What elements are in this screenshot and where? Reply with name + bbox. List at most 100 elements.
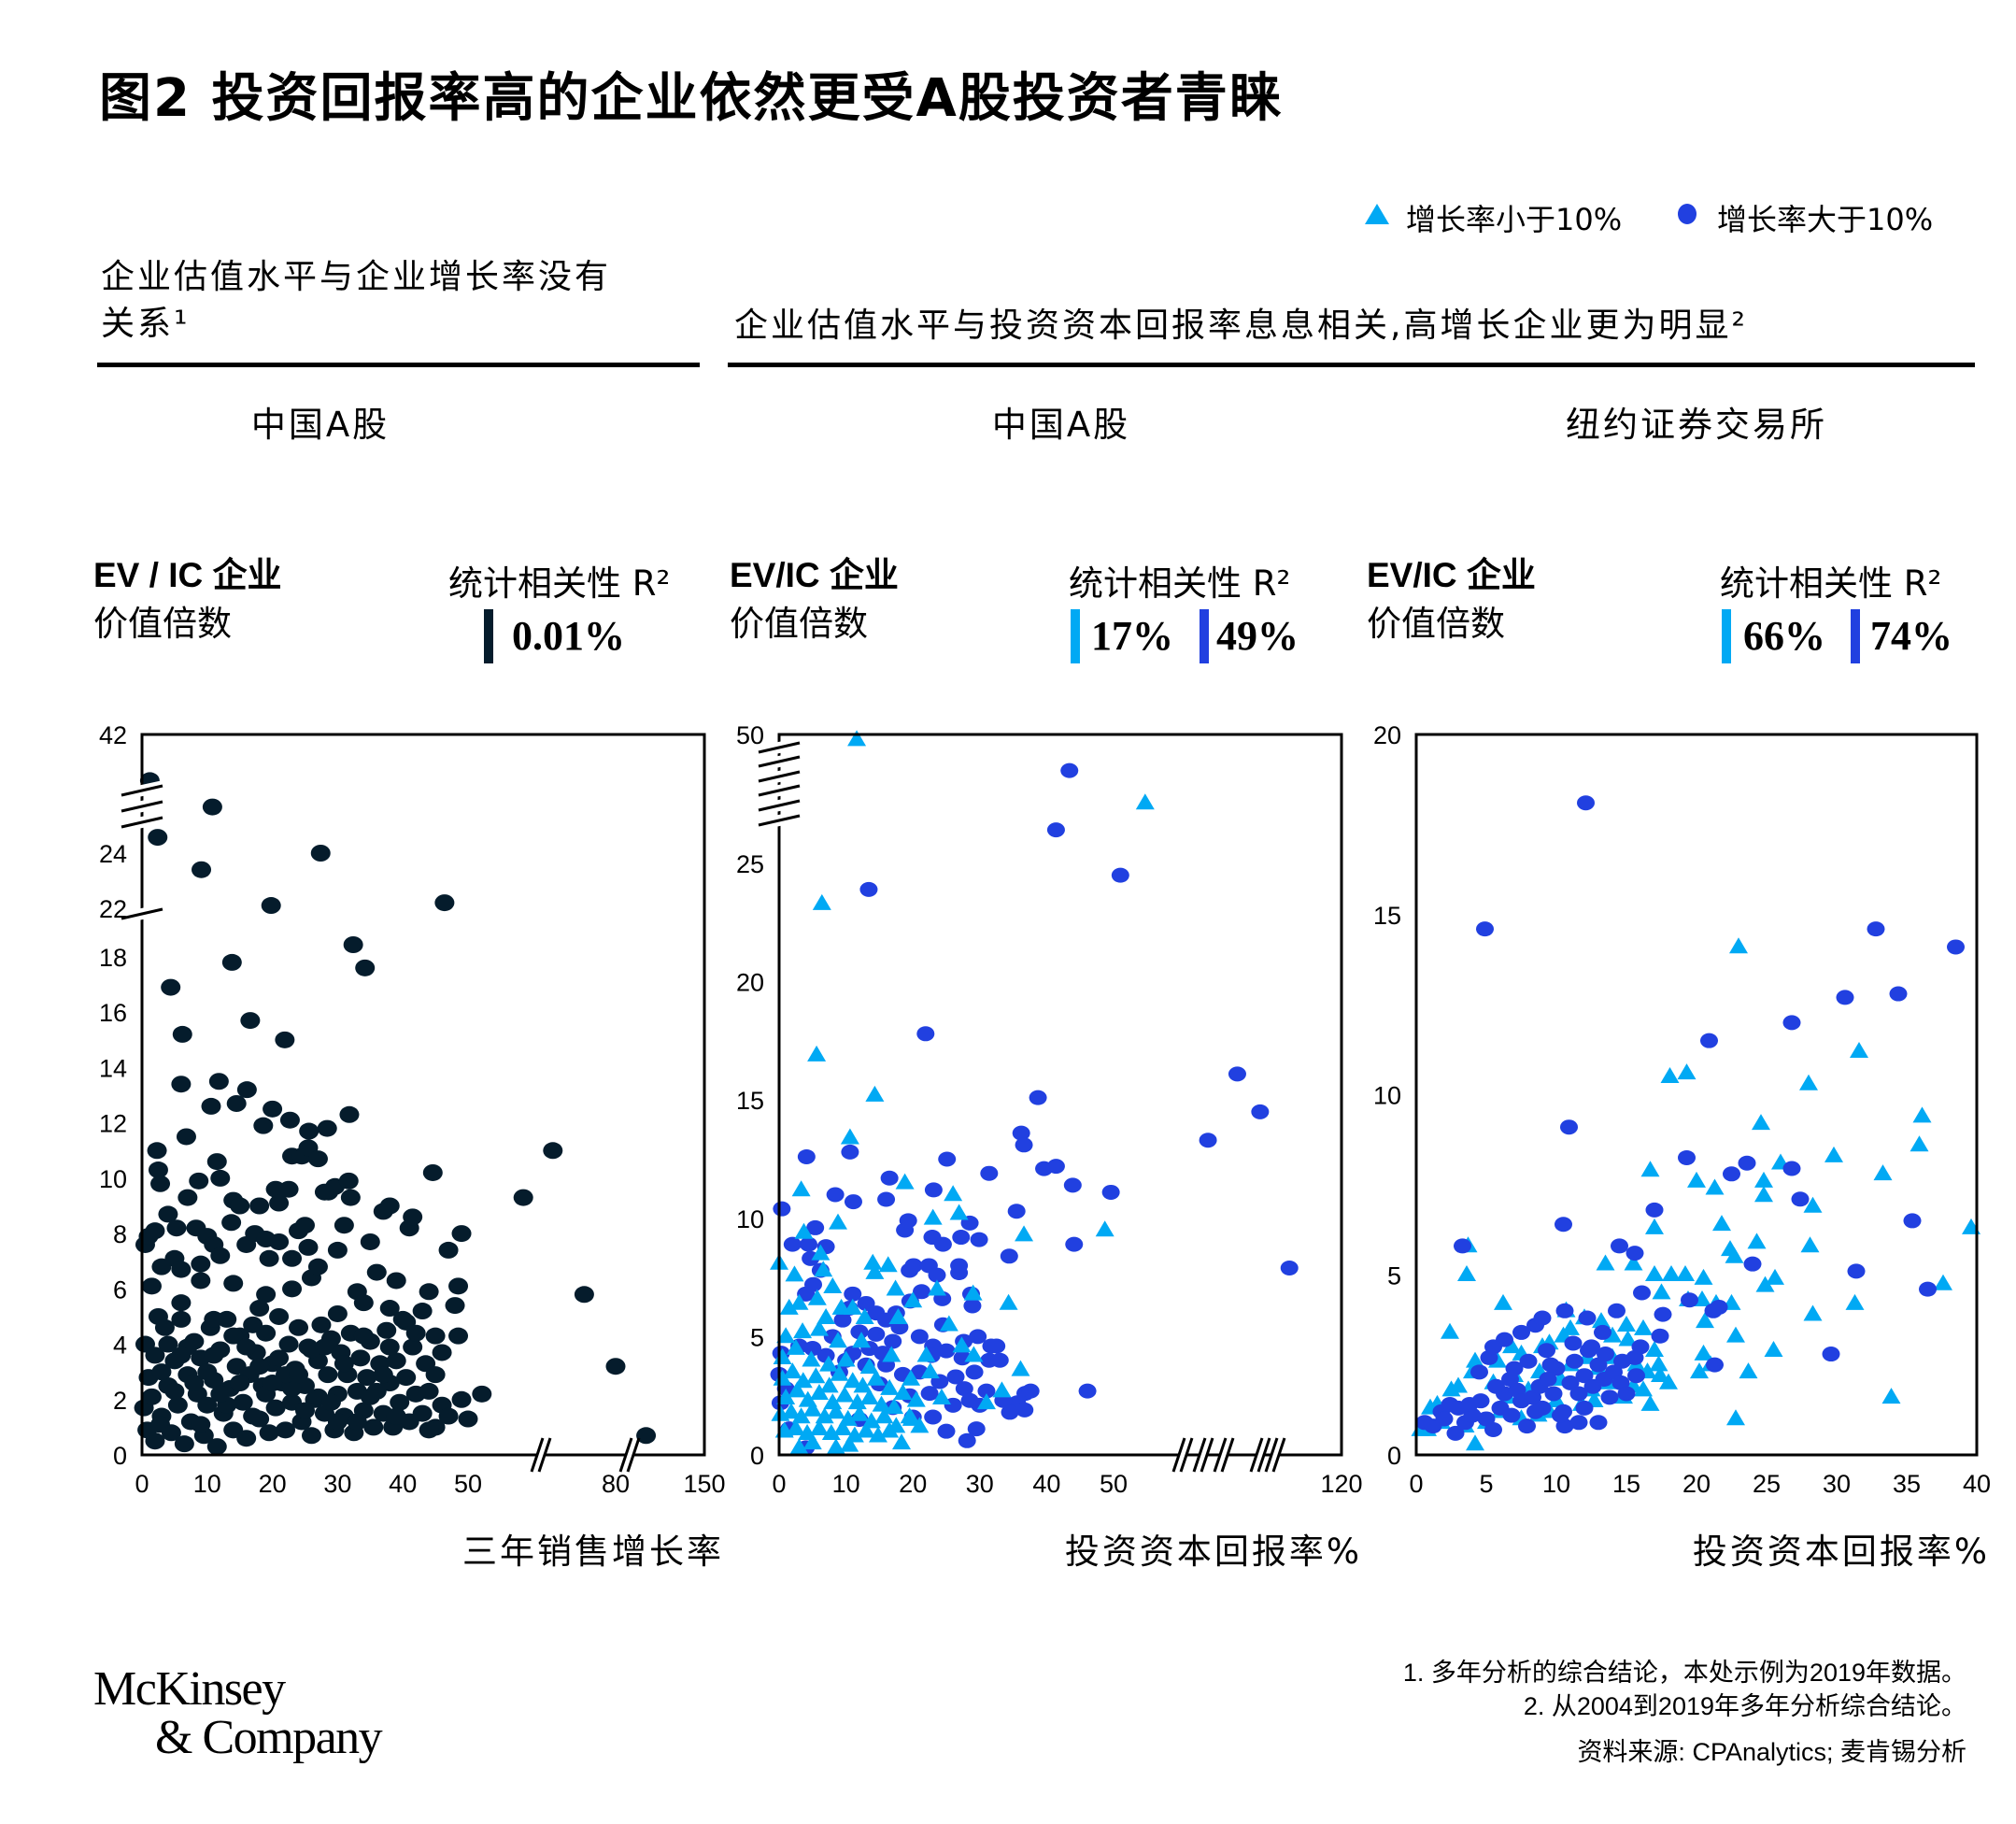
axis-break-gap	[625, 1451, 634, 1459]
data-point	[980, 1165, 999, 1181]
data-point	[158, 1335, 178, 1353]
data-point	[334, 1217, 354, 1234]
data-point	[1836, 990, 1854, 1005]
data-point	[184, 1375, 205, 1392]
panel3-market: 纽约证券交易所	[1566, 405, 1827, 445]
data-point	[1457, 1265, 1476, 1282]
data-point	[1095, 1220, 1114, 1237]
footnote-1: 1. 多年分析的综合结论，本处示例为2019年数据。	[1402, 1659, 1966, 1687]
x-tick-label: 40	[1032, 1470, 1060, 1498]
data-point	[1640, 1394, 1660, 1411]
axis-break-mark	[618, 1437, 633, 1473]
data-point	[1782, 1015, 1801, 1031]
data-point	[318, 1366, 338, 1384]
data-point	[1494, 1293, 1512, 1310]
data-point	[513, 1189, 533, 1206]
data-point	[807, 1045, 827, 1062]
x-tick-label: 30	[966, 1470, 994, 1498]
data-point	[412, 1404, 433, 1422]
y-tick-label: 10	[99, 1165, 127, 1193]
data-point	[197, 1396, 218, 1414]
data-point	[204, 1347, 224, 1364]
x-tick-label: 10	[1542, 1470, 1570, 1498]
x-tick-label: 25	[1753, 1470, 1781, 1498]
data-point	[1596, 1254, 1615, 1271]
data-point	[269, 1349, 290, 1367]
y-tick-label: 20	[1373, 721, 1401, 749]
data-point	[1015, 1225, 1034, 1242]
y-tick-label: 20	[736, 969, 764, 997]
data-point	[999, 1293, 1018, 1310]
data-point	[1705, 1178, 1725, 1195]
data-point	[821, 1424, 841, 1441]
data-point	[913, 1284, 931, 1300]
data-point	[379, 1197, 400, 1215]
data-point	[256, 1324, 277, 1342]
data-point	[1487, 1378, 1505, 1394]
data-point	[963, 1298, 982, 1314]
panel3-r2-value-low: 66%	[1743, 613, 1825, 659]
data-point	[249, 1197, 270, 1215]
axis-break-mark	[121, 907, 163, 920]
data-point	[1627, 1368, 1645, 1384]
data-point	[472, 1385, 492, 1403]
data-point	[1577, 795, 1595, 811]
data-point	[967, 1421, 986, 1437]
data-point	[543, 1142, 563, 1160]
data-point	[893, 1383, 913, 1400]
data-point	[1021, 1383, 1040, 1399]
data-point	[150, 1416, 171, 1433]
data-point	[829, 1332, 848, 1348]
plot-frame	[777, 733, 1343, 1457]
data-point	[1512, 1324, 1530, 1340]
x-tick-label: 50	[1100, 1470, 1128, 1498]
data-point	[307, 1150, 328, 1168]
data-point	[451, 1225, 472, 1243]
axis-break-mark	[1271, 1437, 1286, 1473]
data-point	[1947, 939, 1965, 955]
data-point	[405, 1385, 426, 1403]
data-point	[811, 1244, 831, 1261]
data-point	[253, 1117, 274, 1134]
data-point	[1505, 1361, 1524, 1376]
data-point	[916, 1026, 935, 1042]
data-point	[458, 1410, 478, 1428]
plot-frame	[140, 733, 706, 1457]
data-point	[1519, 1353, 1538, 1369]
data-point	[422, 1163, 443, 1181]
data-point	[902, 1409, 921, 1426]
y-tick-label: 42	[99, 721, 127, 749]
data-point	[1575, 1400, 1594, 1416]
data-point	[1569, 1415, 1588, 1431]
data-point	[192, 861, 212, 878]
data-point	[950, 1265, 969, 1281]
y-tick-label: 12	[99, 1110, 127, 1138]
data-point	[1800, 1236, 1820, 1253]
data-point	[353, 1294, 374, 1312]
data-point	[949, 1204, 969, 1220]
data-point	[1766, 1268, 1784, 1285]
axis-break-mark	[121, 800, 163, 813]
data-point	[289, 1318, 309, 1336]
data-point	[1845, 1293, 1865, 1310]
data-point	[419, 1421, 439, 1439]
series-low-growth	[1411, 937, 1981, 1451]
data-point	[167, 1396, 188, 1414]
x-tick-label: 50	[454, 1470, 482, 1498]
data-point	[1441, 1380, 1461, 1397]
data-point	[892, 1433, 912, 1450]
data-point	[1645, 1202, 1664, 1218]
data-point	[448, 1327, 469, 1345]
data-point	[171, 1261, 192, 1278]
data-point	[1435, 1411, 1454, 1427]
data-point	[899, 1213, 917, 1229]
data-point	[852, 1332, 872, 1348]
data-point	[373, 1366, 393, 1384]
data-point	[164, 1382, 185, 1400]
data-point	[836, 1350, 856, 1367]
data-point	[1280, 1260, 1299, 1275]
chart-2: 0 10 20 30 40 50 120 0 5 10 15 20 25 50	[736, 721, 1363, 1498]
data-point	[833, 1418, 853, 1435]
page-title: 图2 投资回报率高的企业依然更受A股投资者青睐	[99, 68, 1284, 129]
